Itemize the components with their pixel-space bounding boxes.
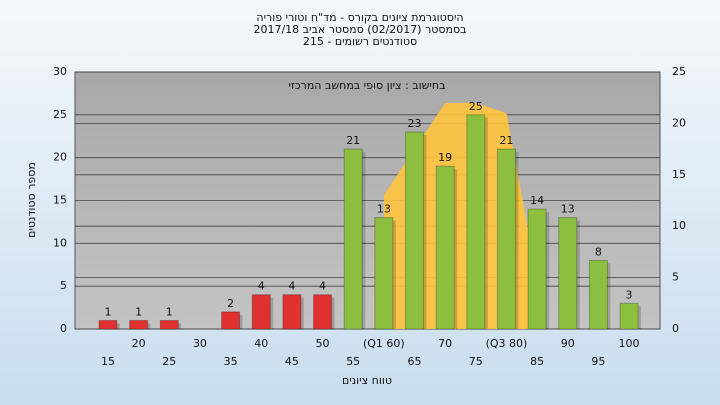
- bar: [282, 294, 302, 330]
- value-label: 1: [135, 305, 142, 318]
- x-tick-label: 75: [469, 355, 483, 368]
- y-tick-label: 20: [53, 151, 67, 164]
- value-label: 13: [377, 203, 391, 216]
- annotation: בחישוב : ציון סופי במחשב המרכזי: [289, 79, 446, 92]
- bar: [435, 165, 455, 330]
- value-label: 23: [408, 117, 422, 130]
- value-label: 14: [530, 194, 544, 207]
- x-tick-label: 65: [408, 355, 422, 368]
- bar: [558, 217, 578, 330]
- chart-subtitle: בסמסטר (02/2017) סמסטר אביב 2017/18: [253, 23, 466, 36]
- y-tick-label: 5: [60, 279, 67, 292]
- x-tick-label: 95: [591, 355, 605, 368]
- chart-subtitle: סטודנטים רשומים - 215: [303, 35, 417, 48]
- x-tick-label: 20: [132, 337, 146, 350]
- x-tick-label: 15: [101, 355, 115, 368]
- value-label: 4: [288, 280, 295, 293]
- value-label: 8: [595, 245, 602, 258]
- bar: [313, 294, 333, 330]
- value-label: 2: [227, 297, 234, 310]
- y-tick-label: 30: [53, 65, 67, 78]
- x-tick-label: 55: [346, 355, 360, 368]
- value-label: 21: [499, 134, 513, 147]
- x-tick-label: 25: [162, 355, 176, 368]
- y-tick-label: 15: [53, 194, 67, 207]
- y2-tick-label: 15: [672, 168, 686, 181]
- y2-tick-label: 25: [672, 65, 686, 78]
- y2-tick-label: 0: [672, 322, 679, 335]
- bar: [221, 311, 241, 330]
- bar: [159, 319, 179, 330]
- bar: [405, 131, 424, 330]
- value-label: 1: [105, 305, 112, 318]
- value-label: 4: [258, 280, 265, 293]
- bar: [466, 114, 486, 330]
- chart-title: היסטוגרמת ציונים בקורס - מד"ח וטורי פורי…: [256, 11, 463, 24]
- value-label: 3: [626, 288, 633, 301]
- bar: [588, 259, 608, 330]
- y2-tick-label: 5: [672, 271, 679, 284]
- value-label: 19: [438, 151, 452, 164]
- x-tick-label: 90: [561, 337, 575, 350]
- y2-tick-label: 20: [672, 116, 686, 129]
- x-tick-label: 30: [193, 337, 207, 350]
- value-label: 4: [319, 280, 326, 293]
- bar: [129, 319, 149, 330]
- y-tick-label: 10: [53, 236, 67, 249]
- x-tick-label: 100: [619, 337, 640, 350]
- bar: [496, 148, 516, 330]
- bar: [527, 208, 547, 330]
- value-label: 1: [166, 305, 173, 318]
- x-tick-label: 35: [224, 355, 238, 368]
- x-tick-label: 85: [530, 355, 544, 368]
- x-tick-label: (Q1 60): [363, 337, 405, 350]
- x-tick-label: 45: [285, 355, 299, 368]
- bar: [98, 319, 118, 330]
- bar: [619, 302, 639, 330]
- value-label: 21: [346, 134, 360, 147]
- x-tick-label: 50: [316, 337, 330, 350]
- y-tick-label: 0: [60, 322, 67, 335]
- bar: [251, 294, 271, 330]
- x-axis-label: טווח ציונים: [342, 374, 392, 387]
- value-label: 25: [469, 100, 483, 113]
- y2-tick-label: 10: [672, 219, 686, 232]
- x-tick-label: 70: [438, 337, 452, 350]
- y-axis-label: מספר סטודנטים: [25, 162, 38, 238]
- y-tick-label: 25: [53, 108, 67, 121]
- bar: [374, 217, 394, 330]
- x-tick-label: (Q3 80): [486, 337, 528, 350]
- x-tick-label: 40: [254, 337, 268, 350]
- value-label: 13: [561, 203, 575, 216]
- bar: [343, 148, 363, 330]
